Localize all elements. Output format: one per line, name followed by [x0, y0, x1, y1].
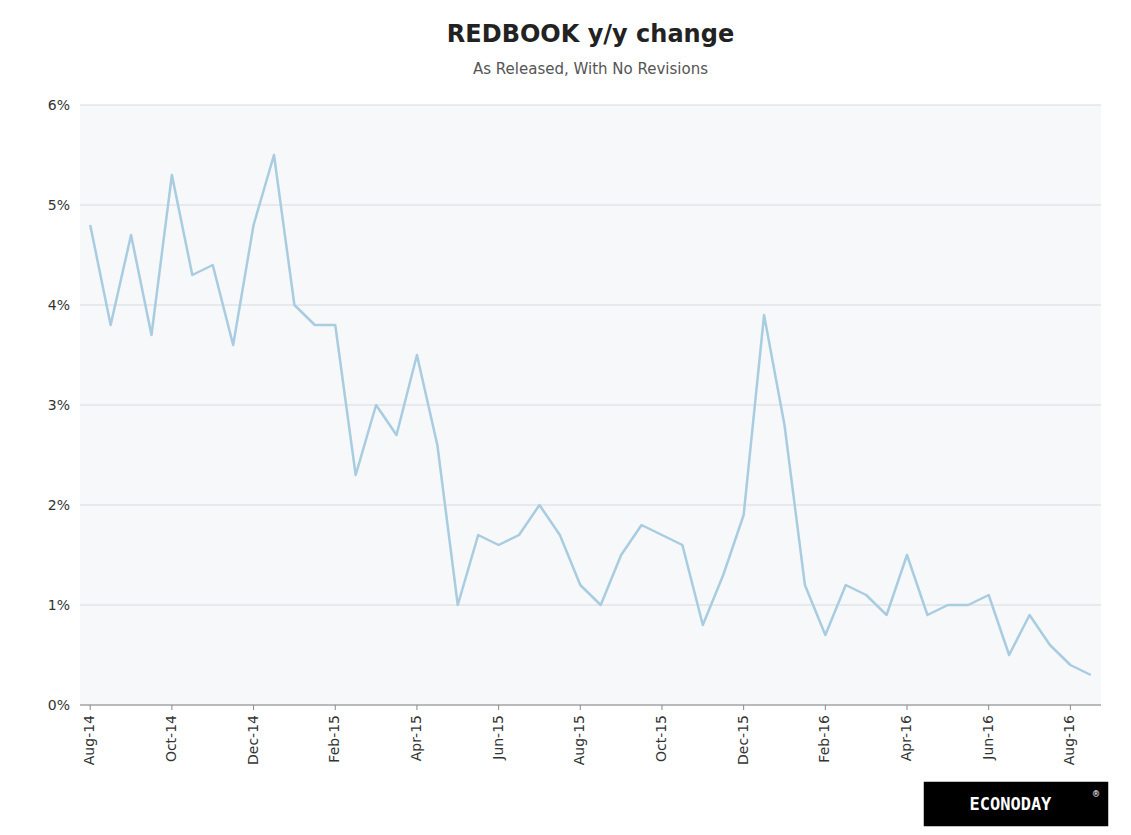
- x-tick-label: Dec-14: [245, 715, 261, 765]
- y-tick-label: 2%: [48, 497, 70, 513]
- y-tick-label: 4%: [48, 297, 70, 313]
- grid-line: [80, 205, 1101, 206]
- y-tick-label: 0%: [48, 697, 70, 713]
- x-tick: [580, 705, 581, 710]
- y-tick-label: 3%: [48, 397, 70, 413]
- x-tick-label: Feb-16: [816, 715, 832, 763]
- grid-line: [80, 305, 1101, 306]
- y-tick-label: 5%: [48, 197, 70, 213]
- x-tick-label: Oct-15: [653, 715, 669, 762]
- title: REDBOOK y/y change: [447, 20, 734, 48]
- series: [90, 155, 1091, 675]
- x-tick: [907, 705, 908, 710]
- x-tick-label: Aug-14: [81, 715, 97, 765]
- y-tick-label: 6%: [48, 97, 70, 113]
- plot-area: [80, 105, 1101, 705]
- x-tick: [1070, 705, 1071, 710]
- logo: ECONODAY ®: [923, 781, 1109, 827]
- x-tick: [743, 705, 744, 710]
- x-tick-label: Aug-15: [571, 715, 587, 765]
- logo-text: ECONODAY: [969, 794, 1052, 814]
- x-tick-label: Jun-15: [490, 715, 506, 761]
- x-tick: [335, 705, 336, 710]
- grid-line: [80, 505, 1101, 506]
- x-tick-label: Oct-14: [163, 715, 179, 762]
- logo-superscript: ®: [1093, 788, 1100, 799]
- x-tick: [825, 705, 826, 710]
- grid: [80, 105, 1101, 705]
- grid-line: [80, 405, 1101, 406]
- x-tick: [171, 705, 172, 710]
- x-tick-label: Feb-15: [326, 715, 342, 763]
- x-tick-label: Apr-16: [898, 715, 914, 761]
- x-axis: [80, 705, 1101, 706]
- logo-box: [923, 781, 1109, 827]
- grid-line: [80, 705, 1101, 706]
- subtitle: As Released, With No Revisions: [473, 60, 708, 78]
- x-tick: [416, 705, 417, 710]
- x-tick: [498, 705, 499, 710]
- x-tick-label: Jun-16: [980, 715, 996, 761]
- y-tick-label: 1%: [48, 597, 70, 613]
- x-tick: [661, 705, 662, 710]
- x-tick: [253, 705, 254, 710]
- x-tick-label: Apr-15: [408, 715, 424, 761]
- grid-line: [80, 105, 1101, 106]
- x-tick-label: Aug-16: [1061, 715, 1077, 765]
- chart: REDBOOK y/y change As Released, With No R…: [0, 0, 1131, 835]
- x-tick: [988, 705, 989, 710]
- x-tick: [90, 705, 91, 710]
- x-tick-label: Dec-15: [735, 715, 751, 765]
- line: [90, 155, 1091, 675]
